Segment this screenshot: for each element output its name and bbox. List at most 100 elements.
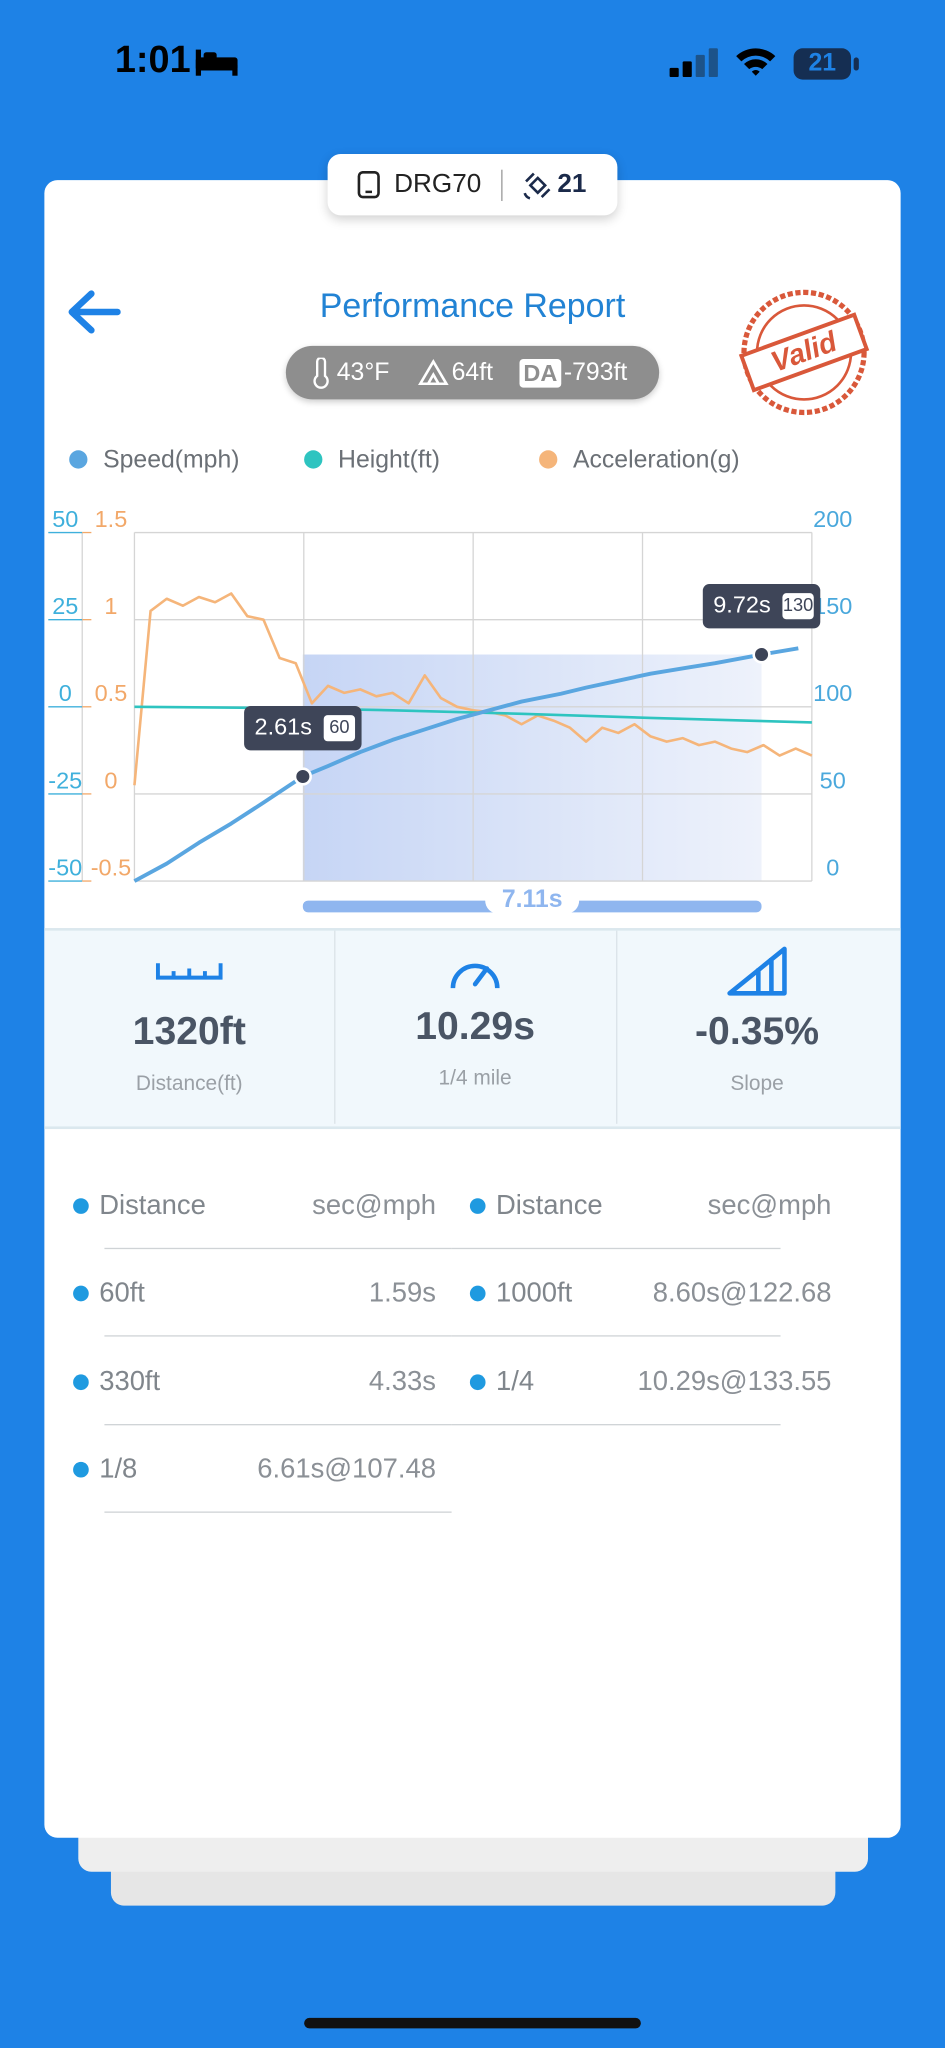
split-value: sec@mph <box>707 1190 832 1221</box>
tooltip-value: 60 <box>329 716 349 737</box>
bullet <box>73 1462 89 1478</box>
signal-icon <box>669 48 718 78</box>
density-altitude: -793ft <box>563 358 628 387</box>
mountain-icon <box>418 358 449 386</box>
da-badge: DA <box>519 358 562 388</box>
split-value: 1.59s <box>368 1278 436 1309</box>
distance-icon <box>155 963 223 980</box>
legend-swatch <box>304 450 323 469</box>
split-label: 1000ft <box>495 1278 573 1309</box>
bullet <box>73 1286 89 1302</box>
legend-label: Height(ft) <box>338 446 440 473</box>
stats-panel <box>44 928 901 1130</box>
split-value: 6.61s@107.48 <box>257 1454 436 1485</box>
y-tick-label: -50 <box>48 854 82 880</box>
bullet <box>469 1286 486 1302</box>
satellite-icon <box>523 172 551 200</box>
stat-value: -0.35% <box>695 1010 820 1054</box>
y2-tick-label: 200 <box>813 506 852 532</box>
series-line <box>134 705 812 724</box>
y-tick-label: 0.5 <box>95 680 128 706</box>
range-label: 7.11s <box>502 886 563 913</box>
row-divider <box>451 1423 781 1426</box>
y-tick-label: 0 <box>104 767 117 793</box>
device-pill <box>327 154 618 216</box>
legend-label: Speed(mph) <box>103 446 239 473</box>
bullet <box>469 1198 486 1214</box>
battery-cap <box>853 57 859 71</box>
legend-swatch <box>69 450 88 469</box>
y2-tick-label: 50 <box>820 767 846 793</box>
bullet <box>73 1198 89 1214</box>
stat-label: 1/4 mile <box>438 1067 512 1090</box>
row-divider <box>104 1511 452 1514</box>
stat-value: 1320ft <box>132 1010 246 1054</box>
speed-icon <box>450 963 500 989</box>
split-label: 1/8 <box>99 1454 138 1485</box>
device-name: DRG70 <box>394 169 482 199</box>
temperature: 43°F <box>336 358 390 387</box>
tooltip-value: 130 <box>783 594 813 615</box>
split-label: 1/4 <box>495 1366 535 1397</box>
split-label: 330ft <box>99 1366 161 1397</box>
marker-dot <box>752 645 771 664</box>
stat-label: Distance(ft) <box>135 1072 243 1096</box>
bullet <box>469 1374 486 1390</box>
thermometer-icon <box>313 357 329 389</box>
split-value: 10.29s@133.55 <box>637 1366 832 1397</box>
divider <box>616 930 618 1124</box>
marker-dot <box>293 767 312 786</box>
row-divider <box>104 1335 452 1338</box>
y-tick-label: 25 <box>52 593 78 619</box>
stat-value: 10.29s <box>415 1005 535 1049</box>
tooltip-time: 9.72s <box>713 591 770 617</box>
sleep-icon <box>195 49 238 76</box>
row-divider <box>451 1247 781 1250</box>
divider <box>334 930 336 1124</box>
split-label: Distance <box>99 1190 206 1221</box>
y-tick-label: 0 <box>59 680 72 706</box>
valid-stamp: Valid <box>738 289 870 416</box>
tooltip-time: 2.61s <box>255 713 312 739</box>
clock: 1:01 <box>114 39 191 81</box>
row-divider <box>104 1423 452 1426</box>
title: Performance Report <box>319 285 626 326</box>
range-pill <box>485 884 580 914</box>
split-label: 60ft <box>99 1278 145 1309</box>
split-label: Distance <box>495 1190 603 1221</box>
altitude: 64ft <box>451 358 493 387</box>
row-divider <box>451 1335 781 1338</box>
selection <box>302 654 762 882</box>
y-tick-label: -0.5 <box>91 854 131 880</box>
y2-tick-label: 100 <box>813 680 852 706</box>
series-line <box>133 646 799 883</box>
legend-swatch <box>539 450 558 469</box>
series-line <box>133 592 813 786</box>
y-tick-label: 1 <box>104 593 117 619</box>
y2-tick-label: 0 <box>826 854 839 880</box>
stat-label: Slope <box>730 1072 784 1096</box>
conditions-pill <box>285 345 660 400</box>
row-divider <box>104 1247 452 1250</box>
y-tick-label: 1.5 <box>95 506 128 532</box>
split-value: 8.60s@122.68 <box>652 1278 832 1309</box>
split-value: sec@mph <box>312 1190 436 1221</box>
device-icon <box>357 170 380 199</box>
home-indicator <box>304 2017 641 2029</box>
wifi-icon <box>736 48 776 76</box>
bullet <box>73 1374 89 1390</box>
chart: Speed(mph) Height(ft) Acceleration(g)05010… <box>48 446 852 914</box>
y-tick-label: -25 <box>48 767 82 793</box>
divider <box>501 169 503 202</box>
tooltip-badge <box>323 715 356 742</box>
satellite-count: 21 <box>557 169 587 199</box>
legend-label: Acceleration(g) <box>573 446 740 473</box>
battery: 21 <box>793 48 852 80</box>
slope-icon <box>727 946 787 996</box>
y-tick-label: 50 <box>52 506 78 532</box>
back-button[interactable] <box>63 287 126 337</box>
tooltip-badge <box>782 593 814 620</box>
split-value: 4.33s <box>368 1366 436 1397</box>
